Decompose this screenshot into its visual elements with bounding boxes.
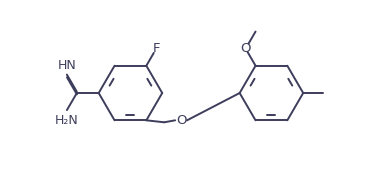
Text: O: O — [176, 114, 186, 127]
Text: H₂N: H₂N — [55, 114, 79, 127]
Text: HN: HN — [57, 59, 76, 72]
Text: F: F — [152, 42, 160, 55]
Text: O: O — [240, 42, 251, 55]
